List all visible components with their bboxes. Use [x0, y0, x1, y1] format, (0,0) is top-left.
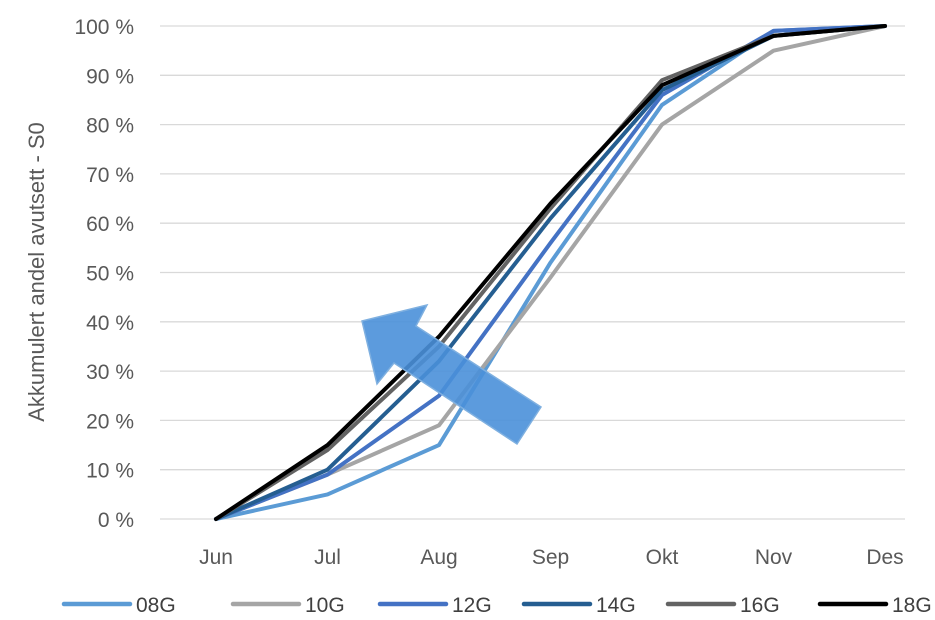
y-tick-label: 80 % — [86, 115, 134, 138]
gridlines — [160, 25, 905, 520]
legend-label-18G: 18G — [892, 594, 932, 617]
trend-arrow — [361, 303, 543, 446]
y-tick-label: 60 % — [86, 213, 134, 236]
y-tick-label: 40 % — [86, 312, 134, 335]
legend: 08G 10G 12G 14G 16G 18G — [61, 594, 932, 617]
legend-label-16G: 16G — [740, 594, 780, 617]
x-tick-label: Sep — [532, 546, 569, 569]
x-tick-label: Jul — [314, 546, 341, 569]
y-axis-title: Akkumulert andel avutsett - S0 — [24, 122, 49, 422]
x-tick-label: Nov — [755, 546, 793, 569]
series-line-18G — [214, 24, 887, 521]
y-tick-label: 30 % — [86, 361, 134, 384]
y-tick-label: 90 % — [86, 65, 134, 88]
y-tick-label: 50 % — [86, 263, 134, 286]
legend-label-08G: 08G — [136, 594, 176, 617]
y-axis-ticks: 0 % 10 % 20 % 30 % 40 % 50 % 60 % 70 % 80 % 90 % 1… — [74, 16, 134, 532]
legend-label-10G: 10G — [305, 594, 345, 617]
y-tick-label: 70 % — [86, 164, 134, 187]
x-tick-label: Okt — [646, 546, 679, 569]
series-lines — [214, 24, 887, 521]
y-tick-label: 10 % — [86, 460, 134, 483]
y-tick-label: 100 % — [74, 16, 134, 39]
y-tick-label: 0 % — [98, 509, 134, 532]
series-line-12G — [214, 24, 887, 521]
y-tick-label: 20 % — [86, 410, 134, 433]
x-tick-label: Aug — [420, 546, 457, 569]
legend-label-12G: 12G — [452, 594, 492, 617]
trend-arrow-icon — [361, 303, 543, 446]
legend-label-14G: 14G — [596, 594, 636, 617]
x-tick-label: Jun — [199, 546, 233, 569]
x-tick-label: Des — [866, 546, 903, 569]
x-axis-ticks: Jun Jul Aug Sep Okt Nov Des — [199, 546, 904, 569]
